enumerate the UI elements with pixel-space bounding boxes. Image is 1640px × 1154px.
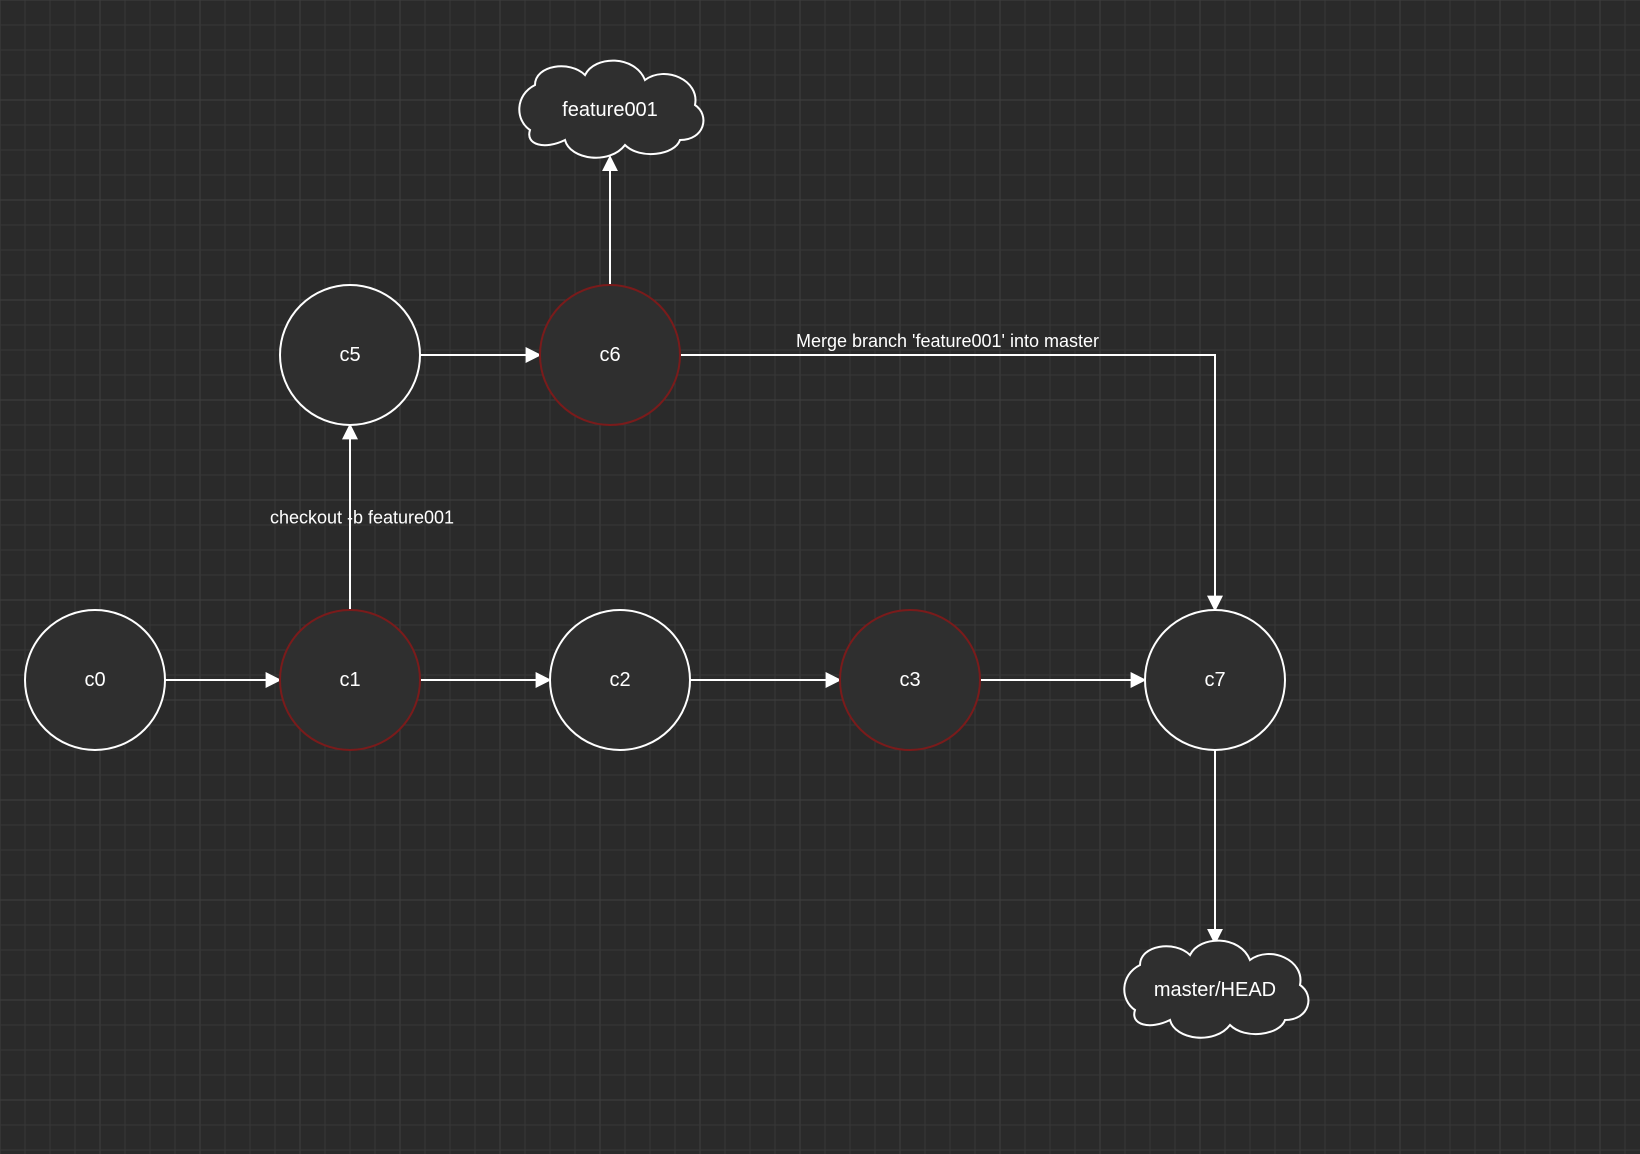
commit-label-c0: c0 bbox=[84, 669, 105, 691]
commit-label-c6: c6 bbox=[599, 344, 620, 366]
edge-c6-c7 bbox=[680, 355, 1215, 610]
diagram-canvas: checkout -b feature001 Merge branch 'feat… bbox=[0, 0, 1640, 1154]
commit-label-c5: c5 bbox=[339, 344, 360, 366]
edge-label-c6-c7: Merge branch 'feature001' into master bbox=[796, 331, 1099, 351]
commit-label-c1: c1 bbox=[339, 669, 360, 691]
diagram-svg: checkout -b feature001 Merge branch 'feat… bbox=[0, 0, 1640, 1154]
commit-label-c3: c3 bbox=[899, 669, 920, 691]
clouds: feature001 master/HEAD bbox=[519, 61, 1308, 1038]
commit-label-c2: c2 bbox=[609, 669, 630, 691]
cloud-label-feature001: feature001 bbox=[562, 99, 658, 121]
cloud-label-master-head: master/HEAD bbox=[1154, 979, 1276, 1001]
grid bbox=[0, 0, 1640, 1154]
commit-label-c7: c7 bbox=[1204, 669, 1225, 691]
edge-label-c1-c5: checkout -b feature001 bbox=[270, 508, 454, 528]
